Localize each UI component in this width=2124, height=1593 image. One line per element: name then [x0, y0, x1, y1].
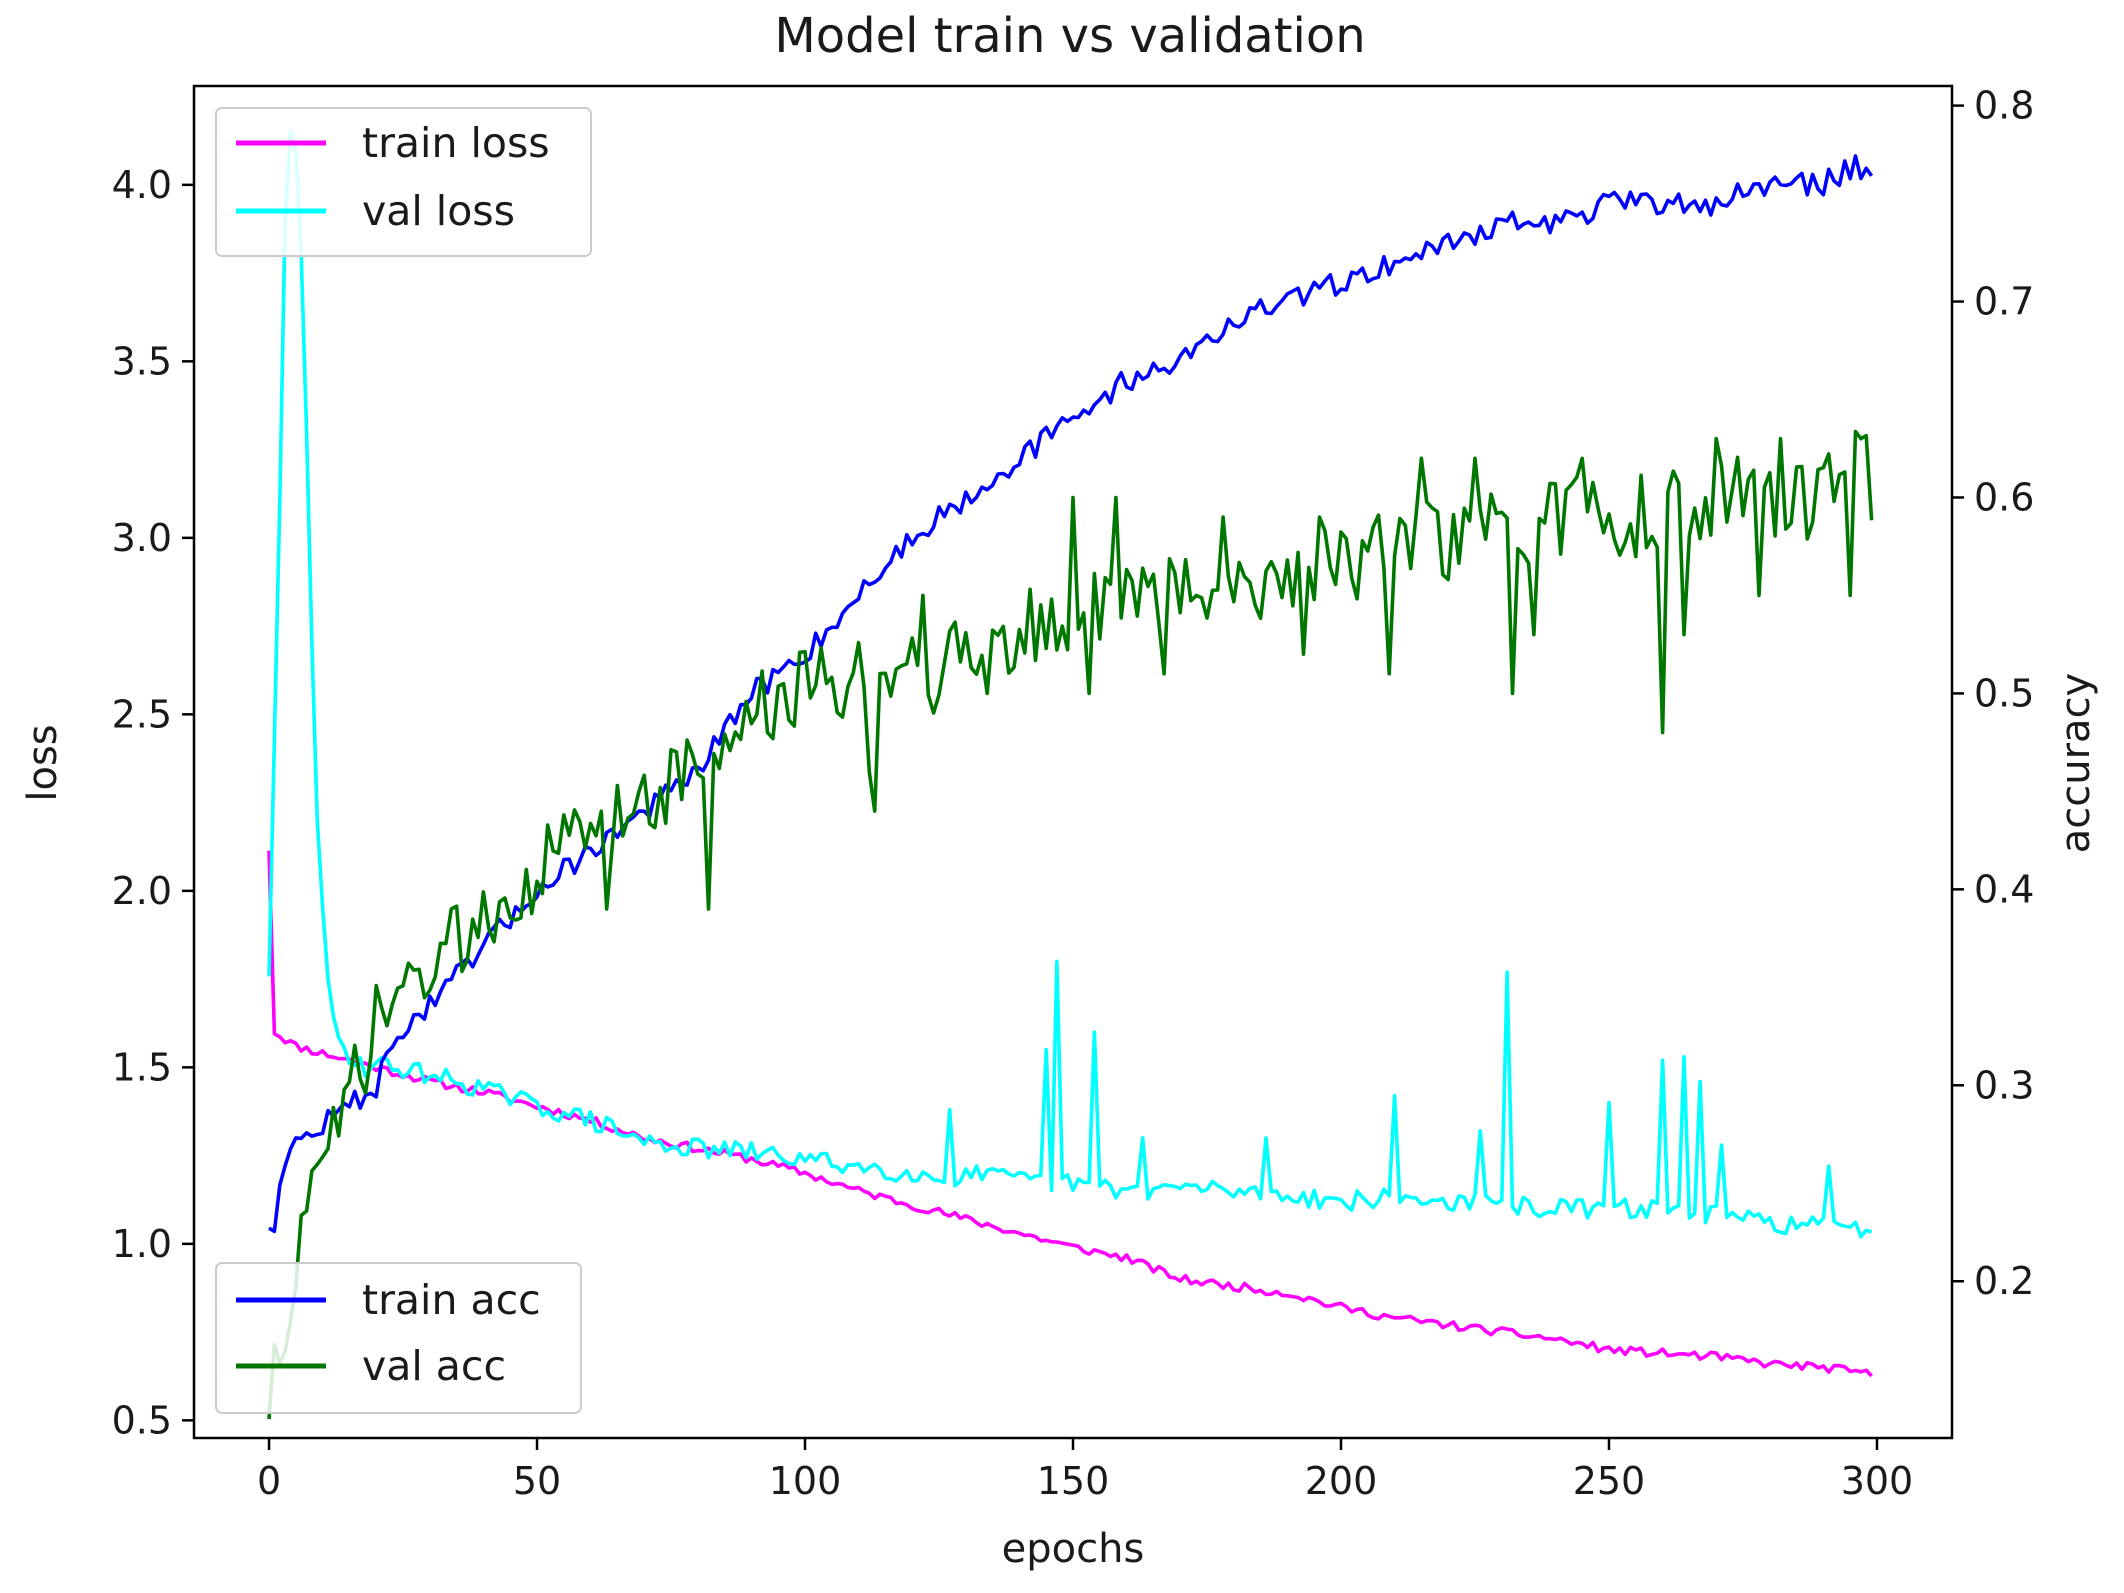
y-left-tick-label: 0.5: [112, 1398, 172, 1442]
y-axis-left: 0.5 1.0 1.5 2.0 2.5 3.0 3.5 4.0: [112, 163, 194, 1442]
x-axis-label: epochs: [1002, 1526, 1145, 1572]
y-left-tick-label: 1.5: [112, 1045, 172, 1089]
legend-label-val-loss: val loss: [362, 187, 515, 235]
legend-loss: train loss val loss: [215, 107, 592, 257]
plot-frame: [192, 84, 1954, 1440]
y-left-tick-label: 3.5: [112, 339, 172, 383]
y-right-tick-label: 0.5: [1974, 671, 2034, 715]
y-left-tick-label: 2.5: [112, 692, 172, 736]
legend-label-train-acc: train acc: [362, 1276, 541, 1324]
x-axis: 0 50 100 150 200 250 300: [257, 1438, 1913, 1503]
series-line-val-acc: [267, 429, 1874, 1420]
series-line-train-loss: [267, 850, 1873, 1378]
y-right-tick-label: 0.4: [1974, 867, 2034, 911]
y-axis-left-label: loss: [20, 724, 66, 801]
y-left-tick-label: 1.0: [112, 1222, 172, 1266]
x-tick-label: 100: [769, 1459, 842, 1503]
series-line-train-acc: [268, 154, 1874, 1234]
x-tick-label: 0: [257, 1459, 281, 1503]
legend-label-train-loss: train loss: [362, 119, 550, 167]
y-right-tick-label: 0.7: [1974, 280, 2034, 324]
y-right-tick-label: 0.3: [1974, 1063, 2034, 1107]
x-tick-label: 200: [1305, 1459, 1378, 1503]
x-tick-label: 150: [1037, 1459, 1110, 1503]
y-left-tick-label: 4.0: [112, 163, 172, 207]
y-axis-right: 0.2 0.3 0.4 0.5 0.6 0.7 0.8: [1952, 84, 2034, 1303]
x-tick-label: 50: [513, 1459, 561, 1503]
y-right-tick-label: 0.8: [1974, 84, 2034, 128]
chart-title: Model train vs validation: [774, 8, 1365, 64]
x-tick-label: 300: [1841, 1459, 1914, 1503]
legend-label-val-acc: val acc: [362, 1342, 506, 1390]
x-tick-label: 250: [1573, 1459, 1646, 1503]
series-layer: [267, 129, 1874, 1420]
series-line-val-loss: [267, 129, 1873, 1239]
y-axis-right-label: accuracy: [2053, 673, 2099, 853]
y-left-tick-label: 2.0: [112, 869, 172, 913]
y-left-tick-label: 3.0: [112, 516, 172, 560]
y-right-tick-label: 0.2: [1974, 1259, 2034, 1303]
legend-acc: train acc val acc: [215, 1262, 582, 1414]
y-right-tick-label: 0.6: [1974, 475, 2034, 519]
